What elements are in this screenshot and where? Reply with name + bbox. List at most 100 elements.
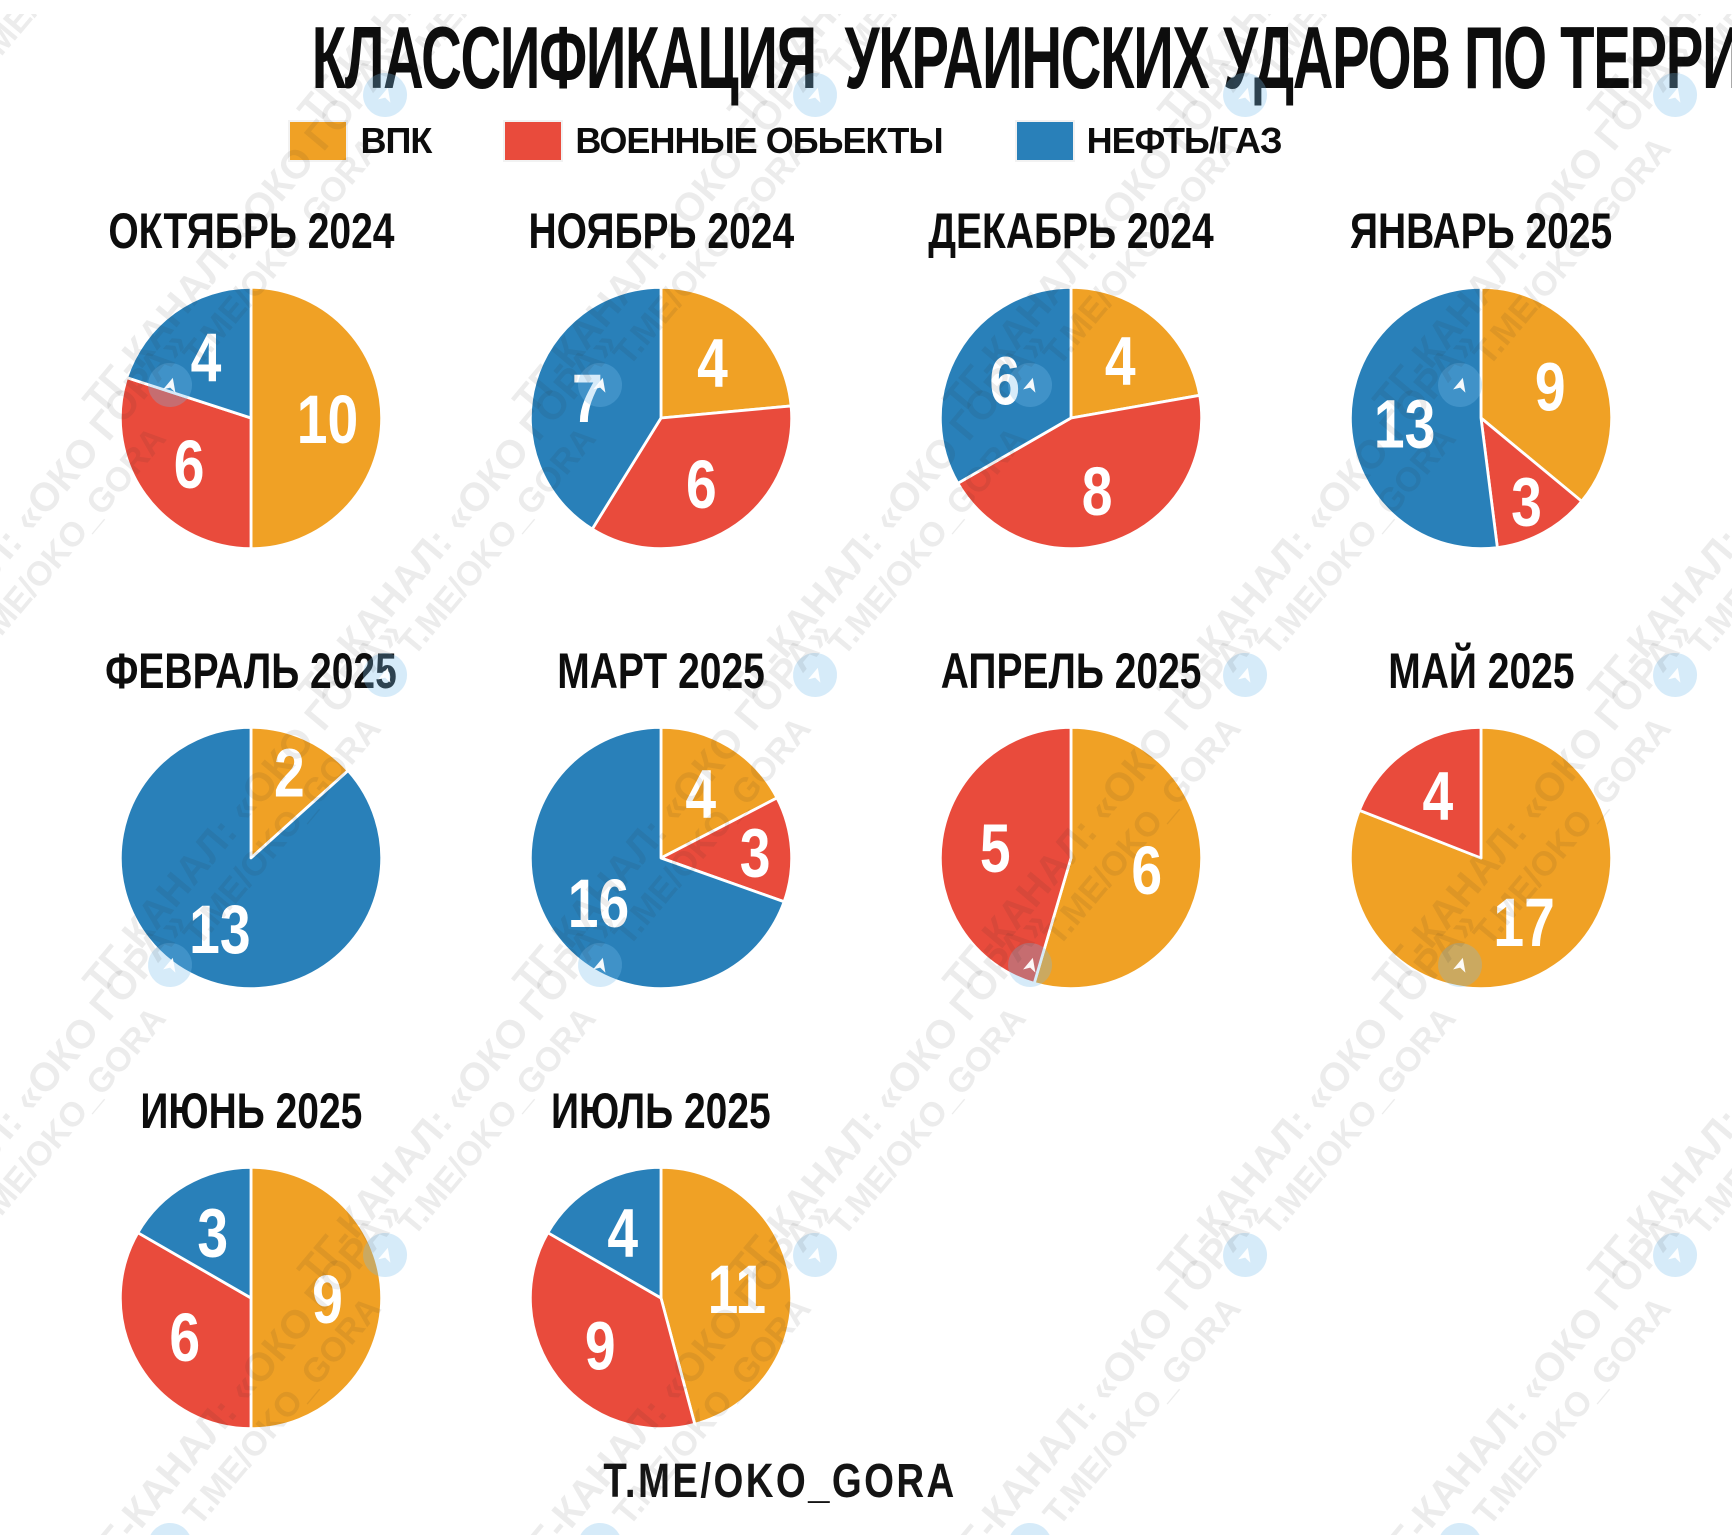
slice-value-label: 6 — [169, 1299, 200, 1376]
slice-military-objects — [659, 796, 794, 904]
slice-value-label: 13 — [1374, 386, 1435, 463]
slice-value-label: 3 — [197, 1195, 228, 1272]
pie-chart: 9 6 3 — [118, 1165, 384, 1431]
month-title: МАЙ 2025 — [1387, 643, 1575, 699]
pie-chart: 65 — [938, 725, 1204, 991]
legend-item-military-objects: ВОЕННЫЕ ОБЬЕКТЫ — [505, 120, 944, 162]
pie-chart: 4 6 7 — [528, 285, 794, 551]
slice-vpk — [659, 285, 793, 420]
slice-value-label: 11 — [708, 1251, 766, 1328]
telegram-plane-icon: ➤ — [139, 1513, 202, 1535]
page-title: КЛАССИФИКАЦИЯ УКРАИНСКИХ УДАРОВ ПО ТЕРРИ… — [311, 8, 1732, 107]
pie-chart: 11 9 4 — [528, 1165, 794, 1431]
slice-vpk — [249, 285, 384, 551]
telegram-plane-icon: ➤ — [1429, 1513, 1492, 1535]
slice-vpk — [1479, 285, 1614, 503]
month-title: ЯНВАРЬ 2025 — [1349, 203, 1613, 259]
chart-cell: НОЯБРЬ 2024 4 6 7 — [491, 206, 832, 558]
slice-military-objects — [590, 404, 794, 551]
chart-cell: МАРТ 2025 4 3 16 — [521, 646, 801, 998]
month-title: МАРТ 2025 — [557, 643, 765, 699]
pie-chart: 2 13 — [118, 725, 384, 991]
legend-label-military: ВОЕННЫЕ ОБЬЕКТЫ — [575, 120, 943, 161]
pie-chart: 17 4 — [1348, 725, 1614, 991]
slice-value-label: 7 — [572, 360, 603, 437]
legend-label-vpk: ВПК — [360, 120, 432, 161]
slice-value-label: 16 — [568, 865, 629, 942]
telegram-plane-icon: ➤ — [569, 1513, 632, 1535]
slice-vpk — [1069, 285, 1202, 420]
month-title: ФЕВРАЛЬ 2025 — [105, 643, 397, 699]
slice-value-label: 9 — [312, 1261, 343, 1338]
slice-value-label: 2 — [274, 735, 305, 812]
slice-value-label: 17 — [1493, 884, 1554, 961]
slice-value-label: 4 — [191, 319, 222, 396]
slice-value-label: 6 — [174, 426, 205, 503]
slice-value-label: 9 — [1535, 348, 1566, 425]
slice-military-objects — [1479, 416, 1584, 550]
pie-chart: 9 3 13 — [1349, 285, 1614, 551]
slice-vpk — [1032, 725, 1204, 991]
infographic-root: КЛАССИФИКАЦИЯ УКРАИНСКИХ УДАРОВ ПО ТЕРРИ… — [0, 14, 1732, 1438]
slice-value-label: 6 — [989, 343, 1020, 420]
slice-value-label: 4 — [607, 1195, 638, 1272]
chart-cell: ЯНВАРЬ 2025 9 3 13 — [1313, 206, 1649, 558]
slice-oil-gas — [546, 1165, 663, 1300]
slice-vpk — [1348, 725, 1614, 991]
month-title: ОКТЯБРЬ 2024 — [107, 203, 395, 259]
slice-oil-gas — [528, 285, 663, 531]
slice-value-label: 3 — [1511, 464, 1542, 541]
slice-vpk — [249, 1165, 384, 1431]
chart-cell: ИЮНЬ 2025 9 6 3 — [109, 1086, 394, 1438]
slice-oil-gas — [1349, 285, 1499, 551]
slice-value-label: 4 — [697, 324, 728, 401]
slice-military-objects — [118, 1231, 253, 1431]
chart-cell: ДЕКАБРЬ 2024 4 8 6 — [888, 206, 1254, 558]
legend-swatch-vpk-icon — [290, 122, 347, 160]
slice-military-objects — [956, 393, 1203, 551]
legend-item-oil-gas: НЕФТЬ/ГАЗ — [1016, 120, 1283, 162]
slice-value-label: 6 — [1131, 832, 1162, 909]
legend: ВПК ВОЕННЫЕ ОБЬЕКТЫ НЕФТЬ/ГАЗ — [0, 118, 1732, 164]
charts-grid: ОКТЯБРЬ 2024 10 6 4 НОЯБРЬ 2024 4 6 7 ДЕКАБРЬ 20… — [46, 206, 1686, 1438]
chart-cell: ОКТЯБРЬ 2024 10 6 4 — [68, 206, 435, 558]
legend-swatch-oil-gas-icon — [1016, 122, 1073, 160]
telegram-plane-icon: ➤ — [999, 1513, 1062, 1535]
slice-value-label: 13 — [189, 891, 250, 968]
chart-cell: ФЕВРАЛЬ 2025 2 13 — [64, 646, 438, 998]
telegram-handle-text: T.ME/OKO_GORA — [603, 1455, 957, 1508]
slice-value-label: 4 — [1423, 758, 1454, 835]
slice-oil-gas — [529, 725, 786, 991]
chart-cell: МАЙ 2025 17 4 — [1341, 646, 1621, 998]
slice-military-objects — [1357, 725, 1483, 860]
month-title: НОЯБРЬ 2024 — [528, 203, 794, 259]
pie-chart: 4 86 — [938, 285, 1203, 551]
slice-value-label: 4 — [1105, 322, 1136, 399]
slice-oil-gas — [938, 285, 1073, 485]
month-title: ИЮНЬ 2025 — [139, 1083, 363, 1139]
slice-oil-gas — [136, 1165, 253, 1300]
month-title: ДЕКАБРЬ 2024 — [928, 203, 1214, 259]
month-title: АПРЕЛЬ 2025 — [940, 643, 1202, 699]
slice-vpk — [659, 725, 779, 860]
slice-value-label: 9 — [585, 1308, 616, 1385]
slice-oil-gas — [125, 285, 253, 420]
slice-value-label: 8 — [1082, 453, 1113, 530]
legend-swatch-military-icon — [505, 122, 562, 160]
chart-cell: ИЮЛЬ 2025 11 9 4 — [520, 1086, 802, 1438]
slice-value-label: 4 — [685, 756, 716, 833]
slice-vpk — [659, 1165, 794, 1426]
slice-military-objects — [528, 1231, 697, 1431]
slice-military-objects — [938, 725, 1073, 985]
slice-military-objects — [118, 376, 253, 551]
slice-value-label: 10 — [297, 381, 358, 458]
slice-value-label: 6 — [686, 446, 717, 523]
month-title: ИЮЛЬ 2025 — [551, 1083, 771, 1139]
pie-chart: 10 6 4 — [118, 285, 384, 551]
legend-label-oil-gas: НЕФТЬ/ГАЗ — [1086, 120, 1283, 161]
slice-vpk — [249, 725, 350, 860]
slice-value-label: 3 — [740, 815, 771, 892]
pie-chart: 43 16 — [529, 725, 794, 991]
legend-item-vpk: ВПК — [290, 120, 432, 162]
chart-cell: АПРЕЛЬ 2025 6 5 — [904, 646, 1238, 998]
